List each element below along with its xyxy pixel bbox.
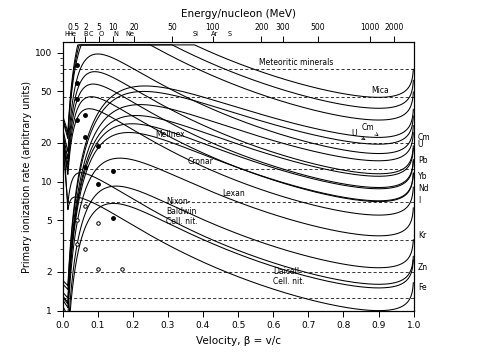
Text: U: U (417, 140, 422, 149)
Text: B: B (84, 31, 88, 37)
X-axis label: Energy/nucleon (MeV): Energy/nucleon (MeV) (180, 10, 295, 19)
Text: Nixon-
Baldwin
Cell. nit.: Nixon- Baldwin Cell. nit. (166, 197, 197, 226)
Text: Mica: Mica (371, 86, 388, 95)
Text: Lexan: Lexan (222, 190, 244, 198)
Text: Melinex: Melinex (155, 130, 185, 139)
Text: C: C (88, 31, 93, 37)
Text: Nd: Nd (417, 184, 428, 193)
Text: Zn: Zn (417, 263, 427, 272)
Text: Pb: Pb (417, 156, 427, 165)
X-axis label: Velocity, β = v/c: Velocity, β = v/c (195, 336, 280, 346)
Text: H: H (64, 31, 70, 37)
Text: O: O (98, 31, 104, 37)
Text: He: He (67, 31, 76, 37)
Text: Daicell
Cell. nit.: Daicell Cell. nit. (273, 267, 304, 286)
Text: Fe: Fe (417, 283, 426, 292)
Y-axis label: Primary ionization rate (arbitrary units): Primary ionization rate (arbitrary units… (22, 80, 32, 273)
Text: Cm: Cm (361, 123, 377, 136)
Text: Ne: Ne (125, 31, 134, 37)
Text: Yb: Yb (417, 172, 427, 181)
Text: I: I (417, 196, 419, 205)
Text: Cm: Cm (417, 133, 430, 142)
Text: Kr: Kr (417, 231, 425, 240)
Text: Si: Si (192, 31, 199, 37)
Text: N: N (113, 31, 118, 37)
Text: S: S (227, 31, 231, 37)
Text: U: U (350, 129, 364, 140)
Text: Meteoritic minerals: Meteoritic minerals (259, 58, 333, 66)
Text: Ar: Ar (210, 31, 217, 37)
Text: Cronar: Cronar (187, 157, 213, 166)
